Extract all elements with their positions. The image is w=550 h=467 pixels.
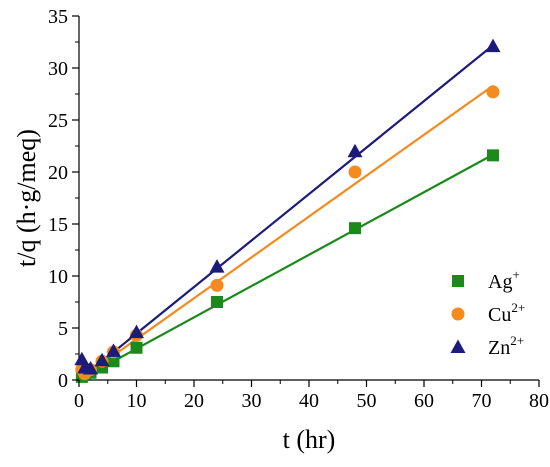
x-tick-label: 0 <box>74 390 84 412</box>
point-cu <box>210 278 224 292</box>
axis-ticks <box>72 15 540 387</box>
y-tick-label: 0 <box>58 370 68 392</box>
x-tick-label: 60 <box>414 390 434 412</box>
point-zn <box>83 361 98 375</box>
legend-label-cu: Cu2+ <box>488 300 525 326</box>
y-tick-label: 10 <box>48 266 68 288</box>
point-ag <box>487 149 499 162</box>
fit-line-zn <box>78 44 494 381</box>
point-cu <box>348 165 362 179</box>
legend-charge: 2+ <box>511 300 525 315</box>
legend-marker-zn <box>450 339 466 353</box>
x-tick-label: 30 <box>242 390 262 412</box>
legend-label-ag: Ag+ <box>488 267 520 293</box>
y-tick-label: 30 <box>48 58 68 80</box>
tick-labels: 0 10 20 30 40 50 60 70 80 0 5 10 15 20 25 30 35 <box>48 6 549 412</box>
point-ag <box>211 296 223 308</box>
point-ag <box>349 222 361 235</box>
x-axis-title: t (hr) <box>283 425 336 454</box>
legend: Ag+ Cu2+ Zn2+ <box>450 267 525 359</box>
y-tick-label: 20 <box>48 162 68 184</box>
x-tick-label: 50 <box>357 390 377 412</box>
point-zn <box>209 259 225 273</box>
y-tick-label: 15 <box>48 214 68 236</box>
x-tick-label: 20 <box>184 390 204 412</box>
point-zn <box>485 38 501 53</box>
y-tick-label: 25 <box>48 110 68 132</box>
x-tick-label: 70 <box>472 390 492 412</box>
point-ag <box>107 355 120 368</box>
legend-label-zn: Zn2+ <box>488 333 524 359</box>
legend-charge: 2+ <box>510 333 524 348</box>
fit-line-ag <box>78 153 494 381</box>
y-tick-label: 35 <box>48 6 68 28</box>
x-tick-label: 10 <box>127 390 147 412</box>
point-zn <box>347 143 363 158</box>
legend-marker-cu <box>451 307 465 321</box>
fit-lines <box>78 44 494 381</box>
point-zn <box>129 324 144 339</box>
point-ag <box>130 341 143 354</box>
y-axis-title: t/q (h·g/meq) <box>12 129 41 267</box>
x-tick-label: 80 <box>529 390 549 412</box>
y-tick-label: 5 <box>58 318 68 340</box>
fit-line-cu <box>78 84 494 381</box>
point-zn <box>94 352 110 367</box>
point-zn <box>106 343 121 357</box>
legend-marker-ag <box>452 275 464 287</box>
legend-charge: + <box>512 267 519 282</box>
point-cu <box>486 85 500 99</box>
x-tick-label: 40 <box>299 390 319 412</box>
